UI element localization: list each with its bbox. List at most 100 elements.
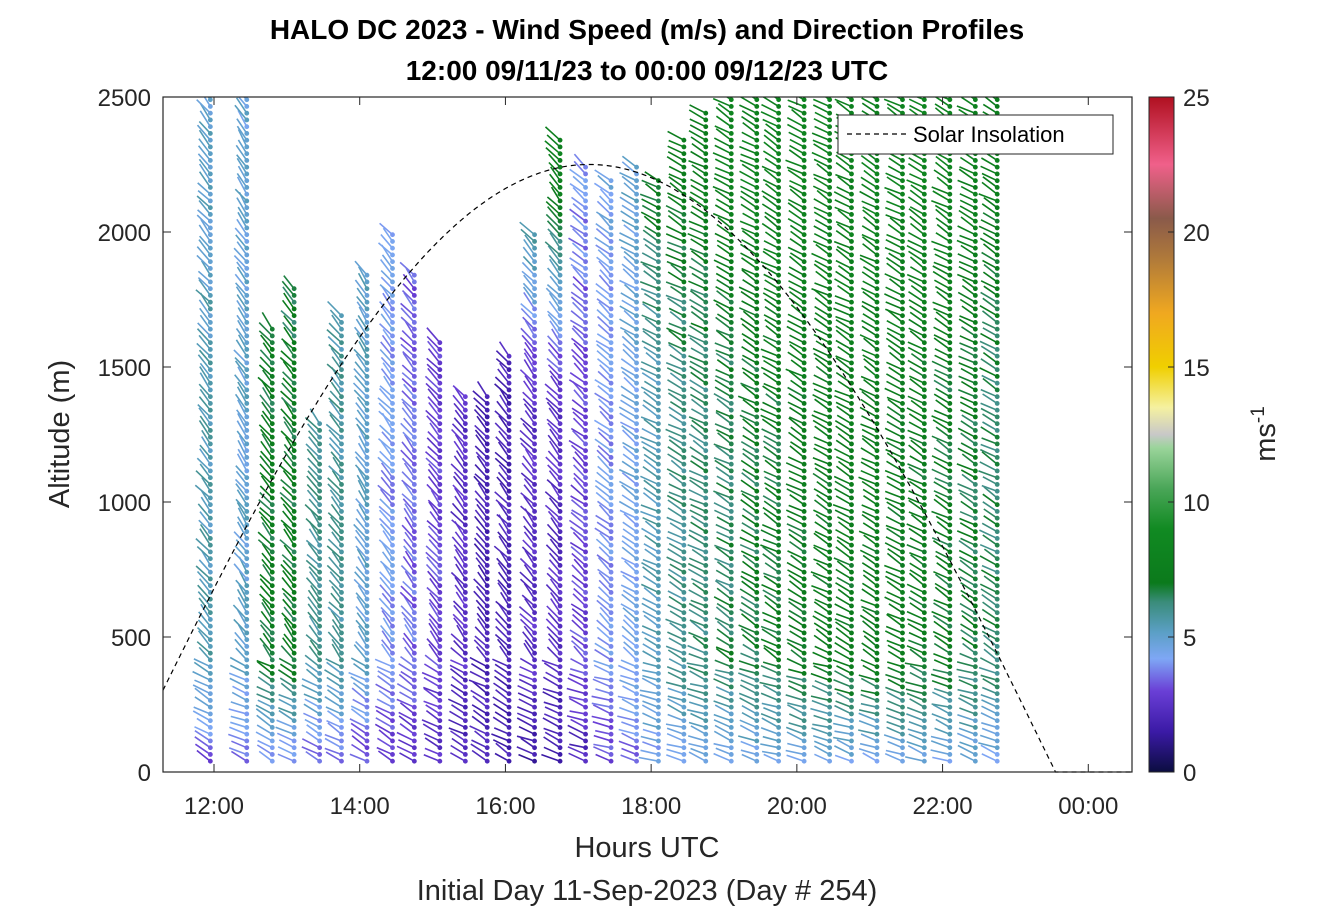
wind-barb-point bbox=[207, 259, 213, 265]
wind-barb-shaft bbox=[429, 630, 441, 647]
wind-barb-point bbox=[207, 218, 213, 224]
wind-barb-point bbox=[801, 495, 807, 501]
wind-barb-shaft bbox=[353, 348, 368, 364]
wind-barb-shaft bbox=[595, 514, 612, 526]
wind-barb-point bbox=[728, 245, 734, 251]
wind-barb-shaft bbox=[354, 375, 368, 391]
wind-barb-point bbox=[484, 522, 490, 528]
wind-barb-point bbox=[339, 549, 344, 555]
wind-barb-shaft bbox=[381, 630, 394, 647]
wind-barb-point bbox=[849, 259, 854, 265]
wind-barb-point bbox=[244, 630, 250, 636]
wind-barb-point bbox=[874, 272, 880, 278]
wind-barb-point bbox=[557, 340, 563, 346]
wind-barb-point bbox=[291, 576, 297, 582]
wind-barb-point bbox=[462, 542, 468, 548]
wind-barb-shaft bbox=[845, 97, 852, 101]
wind-barb-point bbox=[703, 272, 709, 278]
wind-barb-point bbox=[339, 367, 344, 373]
wind-barb-point bbox=[317, 630, 323, 636]
wind-barb-point bbox=[244, 380, 250, 386]
wind-barb-shaft bbox=[399, 591, 415, 607]
wind-barb-shaft bbox=[261, 552, 273, 566]
wind-barb-shaft bbox=[836, 576, 852, 587]
wind-barb-point bbox=[269, 421, 275, 427]
wind-barb-point bbox=[557, 185, 563, 190]
wind-barb-point bbox=[703, 549, 709, 555]
wind-barb-shaft bbox=[357, 479, 368, 499]
wind-barb-shaft bbox=[196, 124, 211, 141]
wind-barb-shaft bbox=[813, 374, 831, 384]
wind-barb-shaft bbox=[402, 283, 415, 297]
wind-barb-shaft bbox=[196, 342, 211, 357]
wind-barb-point bbox=[921, 394, 927, 400]
wind-barb-point bbox=[506, 455, 512, 460]
wind-barb-shaft bbox=[236, 218, 248, 236]
wind-barb-shaft bbox=[358, 503, 368, 519]
wind-barb-point bbox=[506, 515, 512, 521]
wind-barb-shaft bbox=[570, 499, 587, 513]
wind-barb-point bbox=[849, 576, 854, 582]
wind-barb-shaft bbox=[834, 278, 852, 290]
wind-barb-shaft bbox=[667, 214, 685, 229]
wind-barb-shaft bbox=[888, 603, 903, 614]
wind-barb-point bbox=[801, 131, 807, 136]
wind-barb-point bbox=[634, 218, 639, 224]
wind-barb-point bbox=[364, 711, 370, 717]
wind-barb-point bbox=[921, 299, 927, 305]
wind-barb-point bbox=[801, 657, 807, 663]
wind-barb-shaft bbox=[259, 593, 273, 607]
wind-barb-shaft bbox=[542, 717, 561, 729]
wind-barb-shaft bbox=[591, 715, 612, 722]
wind-barb-shaft bbox=[324, 733, 342, 742]
wind-barb-point bbox=[207, 731, 213, 737]
wind-barb-shaft bbox=[571, 574, 587, 587]
wind-barb-shaft bbox=[350, 728, 368, 742]
wind-barb-point bbox=[583, 394, 588, 400]
wind-barb-shaft bbox=[520, 307, 536, 324]
wind-barb-shaft bbox=[812, 393, 831, 405]
wind-barb-shaft bbox=[861, 348, 878, 357]
wind-barb-point bbox=[207, 239, 213, 244]
wind-barb-shaft bbox=[623, 309, 638, 324]
wind-barb-point bbox=[656, 360, 661, 366]
wind-barb-shaft bbox=[713, 700, 732, 708]
wind-barb-shaft bbox=[624, 560, 638, 573]
wind-barb-shaft bbox=[262, 563, 273, 580]
wind-barb-point bbox=[506, 677, 512, 683]
wind-barb-shaft bbox=[741, 522, 758, 533]
wind-barb-point bbox=[608, 536, 614, 541]
wind-barb-point bbox=[827, 185, 833, 190]
wind-barb-shaft bbox=[669, 182, 685, 195]
wind-barb-shaft bbox=[834, 730, 852, 735]
wind-barb-point bbox=[437, 515, 443, 521]
wind-barb-point bbox=[703, 367, 709, 373]
wind-barb-point bbox=[728, 637, 734, 643]
wind-barb-point bbox=[921, 691, 927, 697]
wind-barb-point bbox=[437, 637, 443, 643]
wind-barb-point bbox=[656, 286, 661, 292]
wind-barb-point bbox=[339, 522, 344, 528]
wind-barb-point bbox=[827, 380, 833, 386]
wind-barb-shaft bbox=[885, 515, 903, 526]
wind-barb-shaft bbox=[741, 711, 758, 722]
wind-barb-point bbox=[827, 171, 833, 177]
wind-barb-shaft bbox=[199, 528, 212, 546]
wind-barb-point bbox=[608, 617, 614, 622]
wind-barb-shaft bbox=[256, 744, 273, 756]
wind-barb-point bbox=[656, 623, 661, 629]
wind-barb-shaft bbox=[403, 507, 416, 526]
wind-barb-shaft bbox=[427, 367, 441, 384]
wind-barb-point bbox=[583, 218, 588, 224]
wind-barb-shaft bbox=[306, 483, 321, 499]
wind-barb-shaft bbox=[621, 698, 637, 708]
wind-barb-shaft bbox=[688, 416, 707, 425]
wind-barb-point bbox=[269, 529, 275, 535]
wind-barb-shaft bbox=[789, 290, 805, 303]
wind-barb-point bbox=[207, 272, 213, 278]
wind-barb-point bbox=[390, 482, 395, 487]
wind-barb-point bbox=[728, 556, 734, 562]
wind-barb-shaft bbox=[516, 717, 535, 729]
wind-barb-point bbox=[364, 610, 370, 616]
wind-barb-point bbox=[754, 414, 760, 420]
